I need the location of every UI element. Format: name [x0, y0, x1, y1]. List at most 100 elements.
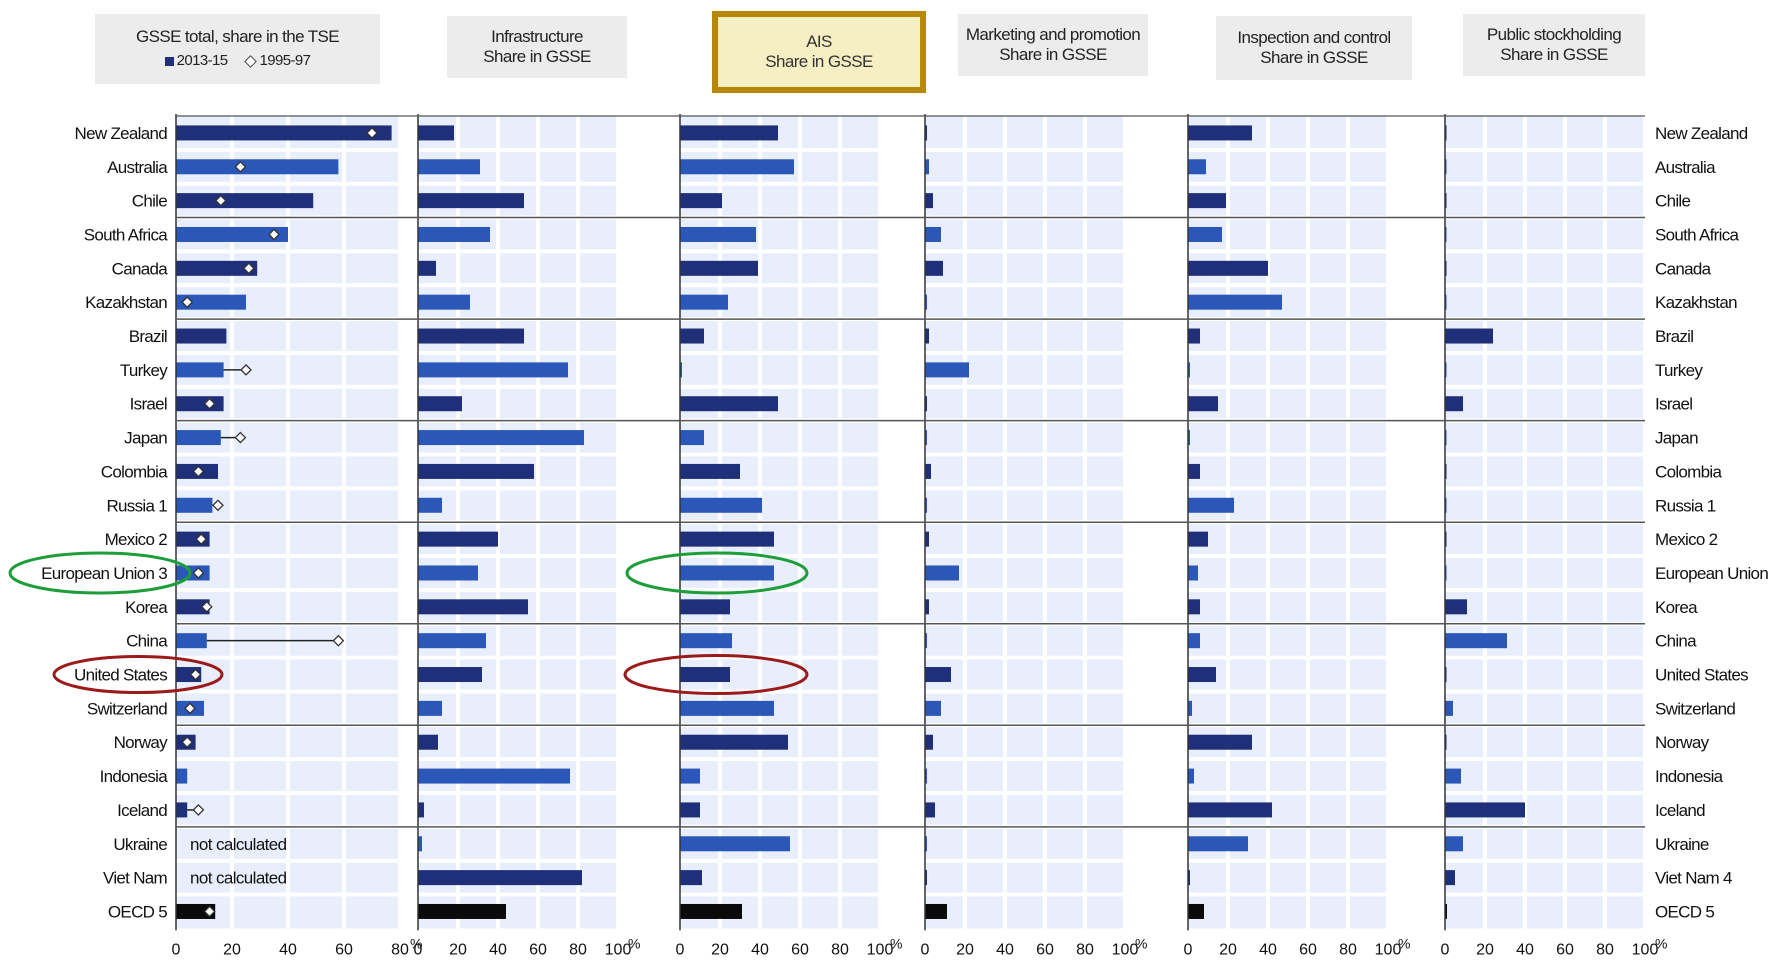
- bar: [925, 328, 929, 344]
- bar: [680, 768, 700, 784]
- country-label-right: Colombia: [1655, 462, 1722, 481]
- country-label-right: Israel: [1655, 395, 1692, 414]
- bar: [1188, 159, 1206, 175]
- country-label-right: Australia: [1655, 158, 1716, 177]
- country-label-left: Russia 1: [106, 496, 167, 515]
- bar: [1445, 700, 1453, 716]
- bar: [1188, 497, 1234, 513]
- bar: [680, 870, 702, 886]
- x-tick-label: 80: [1339, 941, 1357, 958]
- country-label-right: New Zealand: [1655, 124, 1748, 143]
- bar: [925, 667, 951, 683]
- x-tick-label: 20: [956, 941, 974, 958]
- x-tick-label: 0: [1441, 941, 1450, 958]
- country-label-right: Brazil: [1655, 327, 1693, 346]
- bar: [680, 836, 790, 852]
- annotation-ellipse-red: [623, 654, 809, 696]
- marker-1995-97: [192, 465, 205, 478]
- bar: [925, 463, 931, 479]
- bar: [1188, 226, 1222, 242]
- x-tick-label: 40: [1516, 941, 1534, 958]
- bar: [418, 667, 482, 683]
- x-tick-label: 100: [1112, 941, 1139, 958]
- legend-label: 2013-15: [176, 52, 228, 69]
- country-label-right: Japan: [1655, 429, 1698, 448]
- bar: [176, 768, 188, 784]
- bar: [418, 396, 462, 412]
- panel-subtitle: Share in GSSE: [765, 52, 873, 71]
- bar: [680, 734, 788, 750]
- bar: [1188, 396, 1218, 412]
- country-label-right: Ukraine: [1655, 835, 1709, 854]
- bar: [418, 430, 584, 446]
- bar: [176, 294, 246, 310]
- country-label-right: Norway: [1655, 733, 1710, 752]
- bar: [418, 260, 436, 276]
- bar: [680, 396, 778, 412]
- bar: [925, 125, 927, 141]
- country-label-right: United States: [1655, 666, 1748, 685]
- x-tick-label: 40: [279, 941, 297, 958]
- bar: [418, 700, 442, 716]
- panel-subtitle: Share in GSSE: [1260, 48, 1368, 67]
- bar: [925, 430, 927, 446]
- bar: [1188, 633, 1200, 649]
- country-label-left: China: [126, 632, 168, 651]
- bar: [1188, 734, 1252, 750]
- bar: [418, 599, 528, 615]
- bar: [418, 226, 490, 242]
- country-label-right: Iceland: [1655, 801, 1705, 820]
- x-tick-label: 80: [391, 941, 409, 958]
- bar: [418, 125, 454, 141]
- country-label-left: Colombia: [101, 462, 168, 481]
- x-unit-label: %: [890, 935, 902, 951]
- bar: [680, 565, 774, 581]
- bar: [680, 633, 732, 649]
- annotation-ellipse-green: [8, 551, 192, 595]
- bar: [925, 565, 959, 581]
- bar: [680, 667, 730, 683]
- bar: [418, 633, 486, 649]
- country-label-left: South Africa: [84, 225, 169, 244]
- bar: [925, 903, 947, 919]
- bar: [1188, 260, 1268, 276]
- x-tick-label: 0: [414, 941, 423, 958]
- x-tick-label: 100: [605, 941, 632, 958]
- country-label-left: Australia: [107, 158, 168, 177]
- country-label-left: Iceland: [117, 801, 167, 820]
- country-label-left: Indonesia: [100, 767, 169, 786]
- country-label-right: Turkey: [1655, 361, 1703, 380]
- bar: [680, 903, 742, 919]
- bar: [1445, 903, 1447, 919]
- bar: [1188, 903, 1204, 919]
- bar: [1188, 294, 1282, 310]
- country-label-left: Switzerland: [87, 699, 167, 718]
- bar: [680, 226, 756, 242]
- bar: [680, 599, 730, 615]
- bar: [680, 362, 682, 378]
- country-label-left: Brazil: [129, 327, 167, 346]
- bar: [680, 497, 762, 513]
- country-label-right: OECD 5: [1655, 902, 1714, 921]
- bar: [418, 870, 582, 886]
- x-unit-label: %: [628, 935, 640, 951]
- bar: [418, 802, 424, 818]
- bar: [176, 362, 224, 378]
- marker-1995-97: [366, 127, 378, 139]
- country-label-right: China: [1655, 632, 1697, 651]
- bar: [925, 836, 927, 852]
- bar: [418, 836, 422, 852]
- bar: [176, 802, 188, 818]
- marker-1995-97: [242, 262, 255, 275]
- bar: [1445, 396, 1463, 412]
- bar: [418, 362, 568, 378]
- x-tick-label: 40: [996, 941, 1014, 958]
- legend-item-2013-15: 2013-15: [164, 51, 228, 71]
- country-label-left: New Zealand: [75, 124, 168, 143]
- bar: [925, 193, 933, 209]
- bar: [1188, 836, 1248, 852]
- marker-1995-97: [234, 431, 247, 444]
- panel-subtitle: Share in GSSE: [1500, 45, 1608, 64]
- x-unit-label: %: [1135, 935, 1147, 951]
